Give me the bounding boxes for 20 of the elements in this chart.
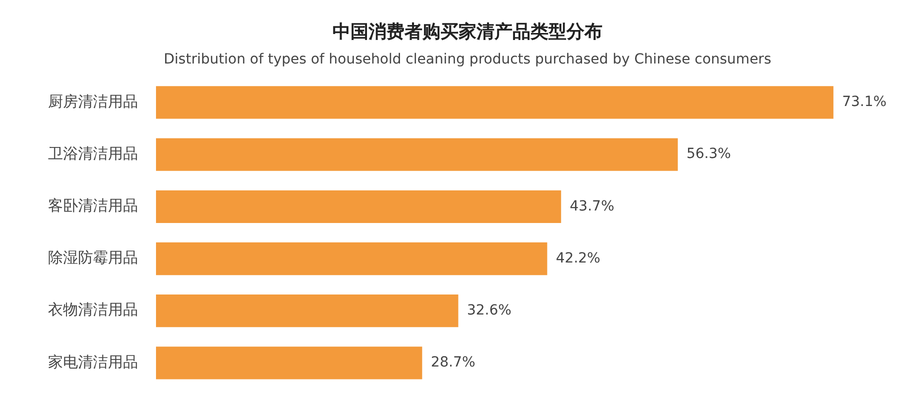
chart-title: 中国消费者购买家清产品类型分布 bbox=[332, 21, 602, 42]
y-tick-label: 厨房清洁用品 bbox=[48, 92, 138, 110]
data-label: 43.7% bbox=[570, 198, 614, 214]
y-tick-label: 客卧清洁用品 bbox=[48, 196, 138, 215]
bar bbox=[156, 86, 834, 119]
bar bbox=[156, 346, 422, 380]
y-tick-label: 除湿防霉用品 bbox=[48, 248, 138, 267]
data-label: 42.2% bbox=[556, 250, 600, 266]
y-tick-label: 衣物清洁用品 bbox=[48, 300, 138, 319]
y-tick-label: 家电清洁用品 bbox=[48, 352, 138, 371]
bar bbox=[156, 294, 458, 328]
data-label: 28.7% bbox=[430, 354, 476, 371]
data-label: 56.3% bbox=[686, 146, 731, 162]
y-tick-label: 卫浴清洁用品 bbox=[48, 144, 138, 162]
bar bbox=[156, 190, 562, 223]
bar bbox=[156, 242, 548, 276]
data-label: 73.1% bbox=[842, 94, 887, 110]
data-label: 32.6% bbox=[466, 302, 512, 318]
bar bbox=[156, 138, 678, 171]
chart-subtitle: Distribution of types of household cleaning products purchased by Chinese consumers bbox=[164, 52, 772, 68]
